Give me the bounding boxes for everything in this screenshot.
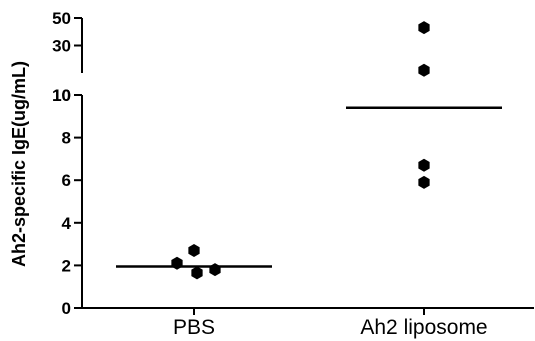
- y-tick-label: 6: [62, 171, 71, 190]
- y-axis-label: Ah2-specific IgE(ug/mL): [9, 61, 29, 267]
- y-tick-label: 10: [52, 86, 71, 105]
- data-point: [188, 243, 200, 257]
- y-tick-label: 4: [62, 214, 72, 233]
- y-tick-label: 0: [62, 299, 71, 318]
- y-tick-label: 30: [52, 37, 71, 56]
- data-point: [418, 175, 430, 189]
- y-tick-label: 10: [52, 86, 71, 105]
- data-point: [191, 266, 203, 280]
- chart-marks: [116, 21, 502, 280]
- x-tick-label: Ah2 liposome: [360, 316, 487, 339]
- y-tick-label: 8: [62, 129, 71, 148]
- y-tick-label: 2: [62, 256, 71, 275]
- y-tick-label: 50: [52, 9, 71, 28]
- data-point: [171, 256, 183, 270]
- data-point: [418, 158, 430, 172]
- data-point: [418, 63, 430, 77]
- data-point: [418, 21, 430, 35]
- x-tick-label: PBS: [173, 316, 215, 339]
- data-point: [209, 263, 221, 277]
